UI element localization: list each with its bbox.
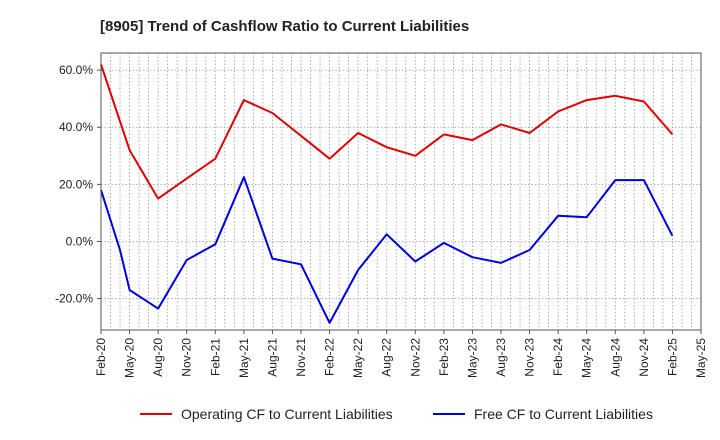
legend: Operating CF to Current Liabilities Free … [140,406,653,422]
x-tick-label: May-25 [694,338,708,378]
x-axis-ticks: Feb-20 May-20 Aug-20 Nov-20 Feb-21 May-21 Aug-… [94,330,708,378]
y-tick-label: 0.0% [66,234,94,248]
x-tick-label: Feb-23 [437,338,451,376]
legend-label: Operating CF to Current Liabilities [181,406,393,422]
x-tick-label: Nov-24 [637,338,651,377]
x-tick-label: Aug-21 [265,338,279,377]
x-tick-label: Feb-24 [551,338,565,376]
x-tick-label: May-20 [123,338,137,378]
y-axis-ticks: -20.0% 0.0% 20.0% 40.0% 60.0% [55,63,101,306]
plot-frame [100,52,702,331]
chart-title: [8905] Trend of Cashflow Ratio to Curren… [100,18,469,35]
grid [101,53,701,330]
x-tick-label: Nov-21 [294,338,308,377]
free-cf-line [100,176,674,324]
operating-cf-line [100,64,674,200]
series-lines [100,64,674,324]
x-tick-label: Feb-22 [323,338,337,376]
x-tick-label: Nov-22 [408,338,422,377]
x-tick-label: Aug-20 [151,338,165,377]
x-tick-label: Feb-20 [94,338,108,376]
x-tick-label: Nov-20 [180,338,194,377]
x-tick-label: Feb-25 [665,338,679,376]
y-tick-label: 60.0% [59,63,93,77]
x-tick-label: May-22 [351,338,365,378]
y-tick-label: -20.0% [55,292,93,306]
x-tick-label: Nov-23 [523,338,537,377]
y-tick-label: 40.0% [59,120,93,134]
x-tick-label: Feb-21 [208,338,222,376]
x-tick-label: Aug-24 [608,338,622,377]
x-tick-label: May-24 [580,338,594,378]
x-tick-label: May-23 [465,338,479,378]
x-tick-label: Aug-23 [494,338,508,377]
x-tick-label: Aug-22 [380,338,394,377]
legend-label: Free CF to Current Liabilities [474,406,653,422]
x-tick-label: May-21 [237,338,251,378]
y-tick-label: 20.0% [59,177,93,191]
